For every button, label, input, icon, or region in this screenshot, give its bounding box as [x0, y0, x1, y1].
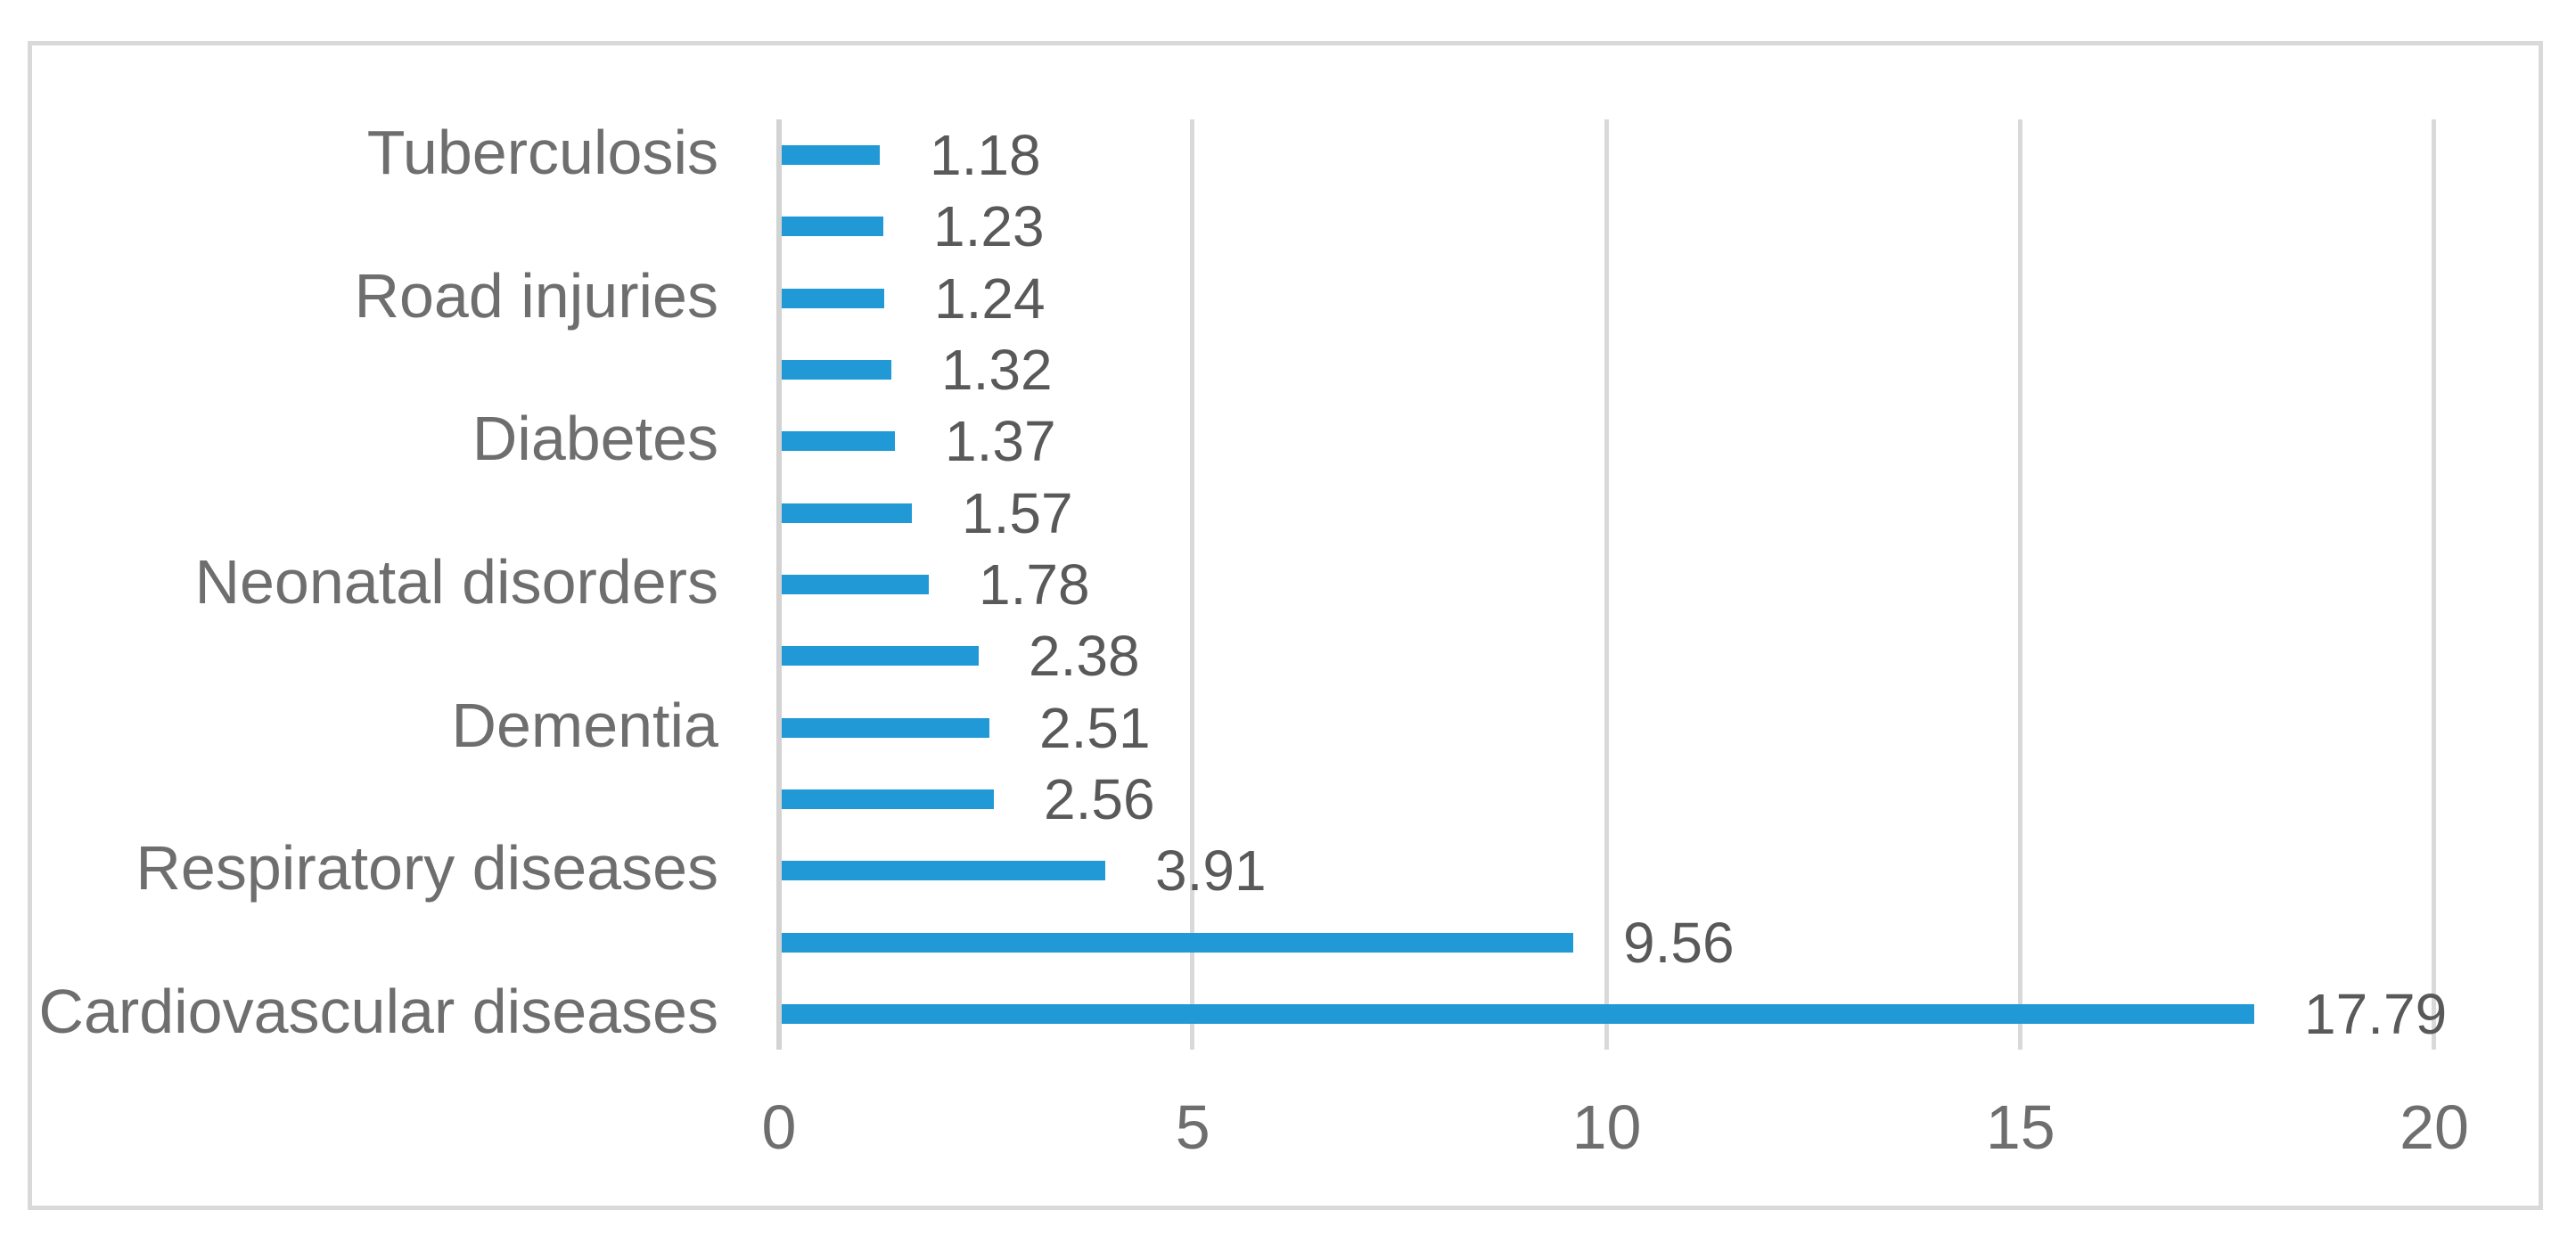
x-axis-tick-label: 15 [1985, 1092, 2055, 1162]
bar-tuberculosis [782, 145, 880, 165]
x-axis-tick-label: 20 [2400, 1092, 2469, 1162]
data-label: 2.38 [1029, 624, 1140, 688]
bar-row-6 [782, 503, 912, 523]
gridline [1604, 119, 1609, 1050]
category-label-road-injuries: Road injuries [354, 260, 718, 331]
bar-row-4 [782, 360, 891, 380]
bar-respiratory-diseases [782, 861, 1105, 880]
category-label-cardiovascular-diseases: Cardiovascular diseases [38, 976, 718, 1046]
x-axis-tick-label: 10 [1571, 1092, 1642, 1162]
bar-row-2 [782, 217, 883, 236]
bar-dementia [782, 718, 989, 738]
data-label: 1.57 [962, 481, 1073, 545]
category-axis-line [776, 119, 782, 1050]
category-label-diabetes: Diabetes [472, 403, 718, 473]
x-axis-tick-label: 5 [1175, 1092, 1210, 1162]
data-label: 1.23 [933, 194, 1045, 258]
data-label: 1.32 [941, 338, 1053, 402]
data-label: 9.56 [1623, 911, 1735, 975]
data-label: 1.24 [934, 266, 1046, 331]
category-label-neonatal-disorders: Neonatal disorders [194, 546, 718, 617]
gridline [1190, 119, 1195, 1050]
category-label-respiratory-diseases: Respiratory diseases [135, 832, 718, 903]
category-label-dementia: Dementia [451, 690, 718, 760]
data-label: 2.51 [1039, 696, 1151, 760]
data-label: 1.18 [930, 123, 1041, 187]
bar-row-10 [782, 789, 994, 809]
x-axis-tick-label: 0 [761, 1092, 797, 1162]
gridline [2017, 119, 2022, 1050]
data-label: 1.78 [979, 552, 1090, 617]
bar-row-8 [782, 646, 979, 666]
bar-road-injuries [782, 289, 884, 308]
bar-neonatal-disorders [782, 575, 929, 594]
category-label-tuberculosis: Tuberculosis [366, 117, 718, 187]
gridline [2432, 119, 2436, 1050]
data-label: 17.79 [2304, 982, 2448, 1046]
bar-diabetes [782, 431, 895, 451]
data-label: 1.37 [945, 409, 1056, 473]
bar-row-12 [782, 933, 1573, 953]
bar-cardiovascular-diseases [782, 1004, 2254, 1024]
data-label: 2.56 [1044, 767, 1155, 831]
data-label: 3.91 [1155, 838, 1267, 903]
